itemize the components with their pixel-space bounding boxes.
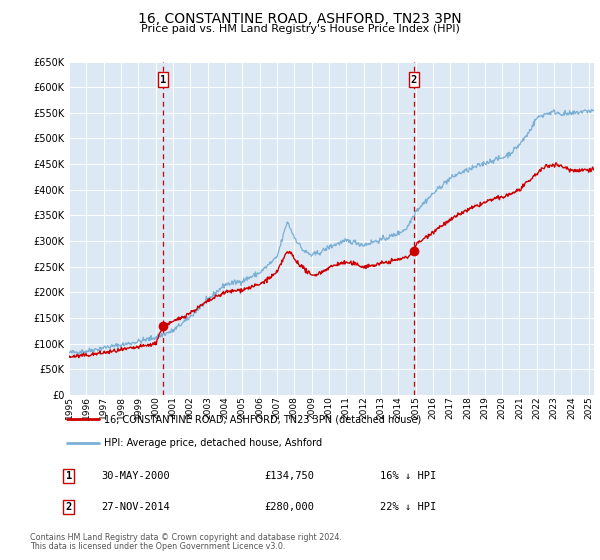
Text: 30-MAY-2000: 30-MAY-2000	[101, 471, 170, 481]
Text: HPI: Average price, detached house, Ashford: HPI: Average price, detached house, Ashf…	[104, 438, 322, 448]
Text: 16, CONSTANTINE ROAD, ASHFORD, TN23 3PN: 16, CONSTANTINE ROAD, ASHFORD, TN23 3PN	[138, 12, 462, 26]
Text: Price paid vs. HM Land Registry's House Price Index (HPI): Price paid vs. HM Land Registry's House …	[140, 24, 460, 34]
Text: £134,750: £134,750	[264, 471, 314, 481]
Text: £280,000: £280,000	[264, 502, 314, 512]
Text: Contains HM Land Registry data © Crown copyright and database right 2024.: Contains HM Land Registry data © Crown c…	[30, 533, 342, 542]
Text: 22% ↓ HPI: 22% ↓ HPI	[380, 502, 436, 512]
Text: 27-NOV-2014: 27-NOV-2014	[101, 502, 170, 512]
Text: 1: 1	[65, 471, 72, 481]
Text: 2: 2	[65, 502, 72, 512]
Text: 2: 2	[411, 74, 417, 85]
Text: 16% ↓ HPI: 16% ↓ HPI	[380, 471, 436, 481]
Text: 16, CONSTANTINE ROAD, ASHFORD, TN23 3PN (detached house): 16, CONSTANTINE ROAD, ASHFORD, TN23 3PN …	[104, 414, 421, 424]
Text: 1: 1	[160, 74, 166, 85]
Text: This data is licensed under the Open Government Licence v3.0.: This data is licensed under the Open Gov…	[30, 542, 286, 551]
